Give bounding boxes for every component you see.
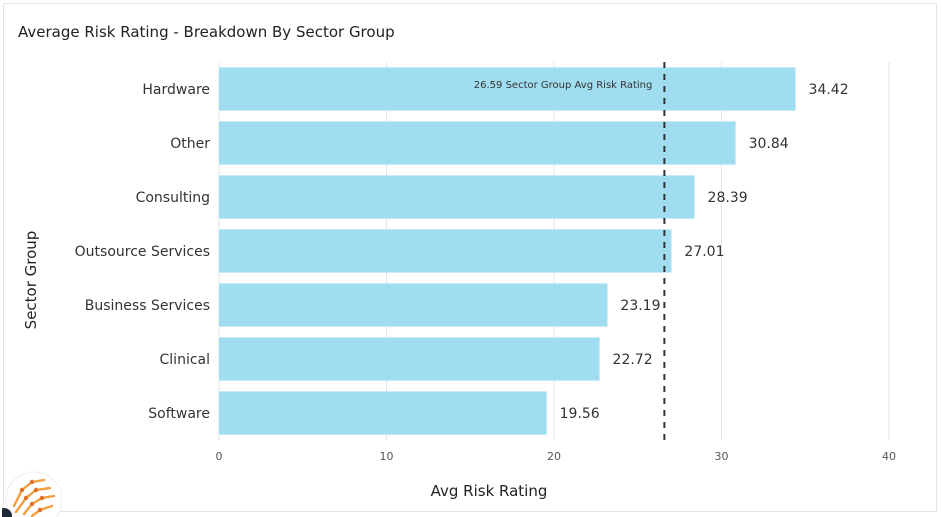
orange-network-logo-icon [2, 471, 62, 517]
bar [219, 283, 608, 327]
data-label: 27.01 [684, 244, 724, 260]
x-tick-label: 20 [547, 450, 561, 463]
y-tick-label: Hardware [142, 82, 210, 98]
y-tick-label: Business Services [85, 298, 210, 314]
bar [219, 67, 796, 111]
bar [219, 337, 600, 381]
data-label: 30.84 [749, 136, 789, 152]
x-tick-label: 10 [380, 450, 394, 463]
y-tick-label: Other [170, 136, 210, 152]
y-tick-label: Clinical [160, 352, 210, 368]
bar [219, 175, 695, 219]
y-axis-title: Sector Group [22, 231, 40, 330]
y-tick-label: Consulting [136, 190, 210, 206]
bar [219, 391, 547, 435]
x-tick-label: 30 [715, 450, 729, 463]
data-label: 28.39 [708, 190, 748, 206]
data-label: 22.72 [613, 352, 653, 368]
data-label: 34.42 [809, 82, 849, 98]
data-label: 19.56 [560, 406, 600, 422]
x-tick-label: 40 [882, 450, 896, 463]
y-tick-label: Software [148, 406, 210, 422]
x-tick-label: 0 [216, 450, 223, 463]
reference-line-label: 26.59 Sector Group Avg Risk Rating [474, 80, 653, 91]
x-axis-title: Avg Risk Rating [431, 482, 548, 500]
y-tick-label: Outsource Services [75, 244, 210, 260]
chart-title: Average Risk Rating - Breakdown By Secto… [18, 23, 395, 41]
bar [219, 121, 736, 165]
bar [219, 229, 672, 273]
data-label: 23.19 [620, 298, 660, 314]
